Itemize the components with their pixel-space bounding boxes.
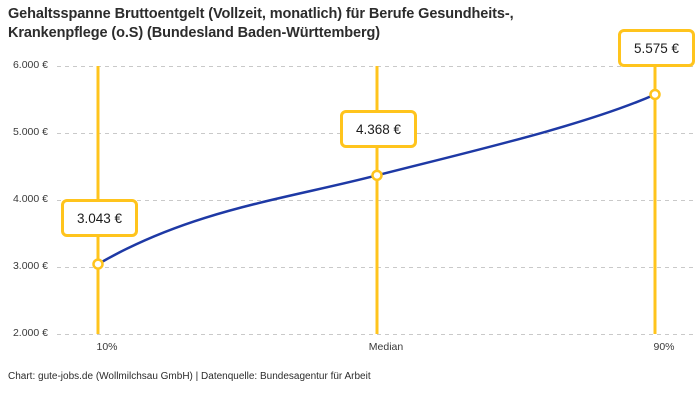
x-tick-10pct: 10% xyxy=(96,341,118,353)
y-tick-2000: 2.000 € xyxy=(12,327,48,339)
x-tick-median: Median xyxy=(368,341,404,353)
x-tick-90pct: 90% xyxy=(653,341,675,353)
chart-title-line1: Gehaltsspanne Bruttoentgelt (Vollzeit, m… xyxy=(8,6,514,22)
chart-title: Gehaltsspanne Bruttoentgelt (Vollzeit, m… xyxy=(8,5,514,43)
y-tick-5000: 5.000 € xyxy=(12,126,48,138)
data-point-marker xyxy=(92,258,104,270)
value-label-box-10pct: 3.043 € xyxy=(61,199,138,238)
value-label-box-90pct: 5.575 € xyxy=(618,29,695,68)
chart-title-line2: Krankenpflege (o.S) (Bundesland Baden-Wü… xyxy=(8,25,381,41)
value-label-box-median: 4.368 € xyxy=(340,110,417,149)
data-point-marker xyxy=(649,88,661,101)
y-tick-6000: 6.000 € xyxy=(12,59,48,71)
data-point-marker xyxy=(371,169,383,182)
y-tick-4000: 4.000 € xyxy=(12,193,48,205)
chart-credit: Chart: gute-jobs.de (Wollmilchsau GmbH) … xyxy=(8,371,371,382)
y-tick-3000: 3.000 € xyxy=(12,260,48,272)
